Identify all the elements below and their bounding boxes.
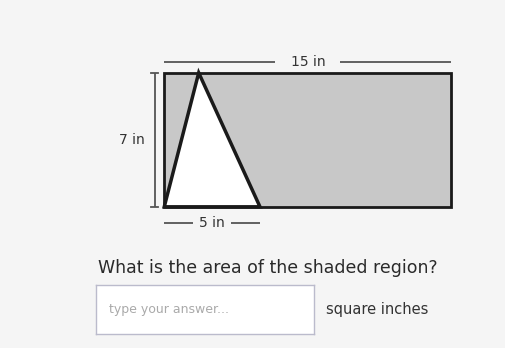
Polygon shape <box>164 73 260 207</box>
Text: 15 in: 15 in <box>290 55 325 69</box>
Text: What is the area of the shaded region?: What is the area of the shaded region? <box>98 259 437 277</box>
Bar <box>164 73 450 207</box>
Text: 5 in: 5 in <box>199 216 225 230</box>
Text: type your answer...: type your answer... <box>109 303 229 316</box>
Text: 7 in: 7 in <box>119 133 144 147</box>
Text: square inches: square inches <box>326 302 428 317</box>
